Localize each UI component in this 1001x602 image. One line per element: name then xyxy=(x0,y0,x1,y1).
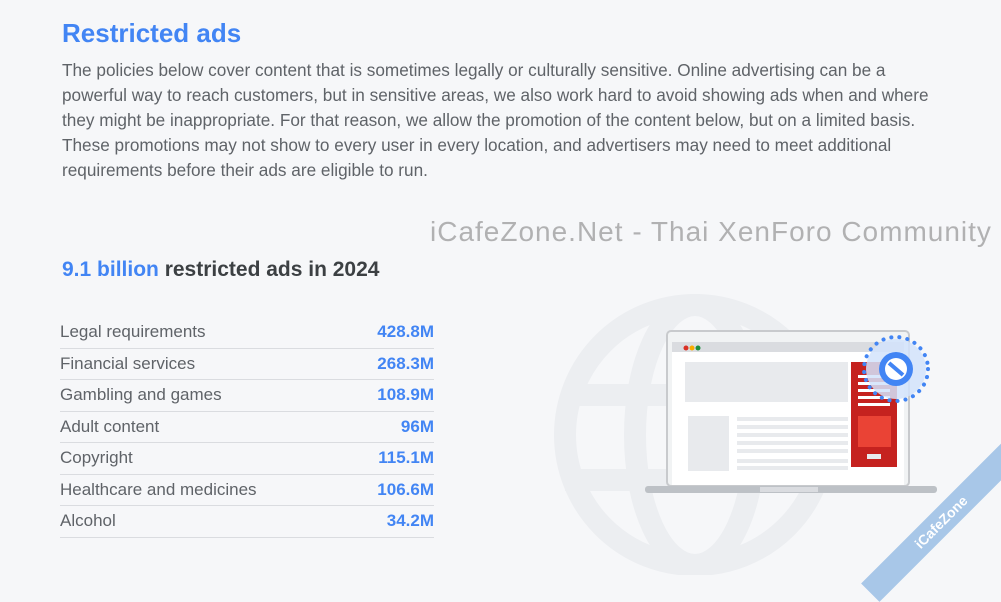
table-row: Financial services 268.3M xyxy=(60,349,434,380)
row-label: Financial services xyxy=(60,353,196,373)
row-label: Gambling and games xyxy=(60,385,222,405)
row-value: 34.2M xyxy=(386,511,434,531)
stat-highlight: 9.1 billion xyxy=(62,258,159,281)
row-value: 108.9M xyxy=(377,385,434,405)
table-row: Gambling and games 108.9M xyxy=(60,380,434,412)
table-row: Alcohol 34.2M xyxy=(60,506,434,538)
table-row: Legal requirements 428.8M xyxy=(60,317,434,349)
laptop-ad-illustration xyxy=(645,330,937,493)
table-row: Adult content 96M xyxy=(60,412,434,443)
row-value: 428.8M xyxy=(377,322,434,342)
page-title: Restricted ads xyxy=(62,18,242,48)
row-value: 96M xyxy=(400,416,434,436)
row-label: Alcohol xyxy=(60,511,116,531)
intro-paragraph: The policies below cover content that is… xyxy=(62,60,929,180)
row-label: Healthcare and medicines xyxy=(60,479,257,499)
row-value: 268.3M xyxy=(377,353,434,373)
restricted-ads-table: Legal requirements 428.8M Financial servi… xyxy=(60,317,434,538)
row-label: Copyright xyxy=(60,448,133,468)
row-value: 106.6M xyxy=(377,479,434,499)
row-label: Legal requirements xyxy=(60,322,206,342)
table-row: Healthcare and medicines 106.6M xyxy=(60,475,434,506)
table-row: Copyright 115.1M xyxy=(60,443,434,475)
watermark: iCafeZone.Net - Thai XenForo Community xyxy=(430,216,992,247)
stat-heading: 9.1 billion restricted ads in 2024 xyxy=(62,258,379,282)
row-value: 115.1M xyxy=(378,448,434,468)
stat-rest: restricted ads in 2024 xyxy=(158,258,380,281)
row-label: Adult content xyxy=(60,416,160,436)
